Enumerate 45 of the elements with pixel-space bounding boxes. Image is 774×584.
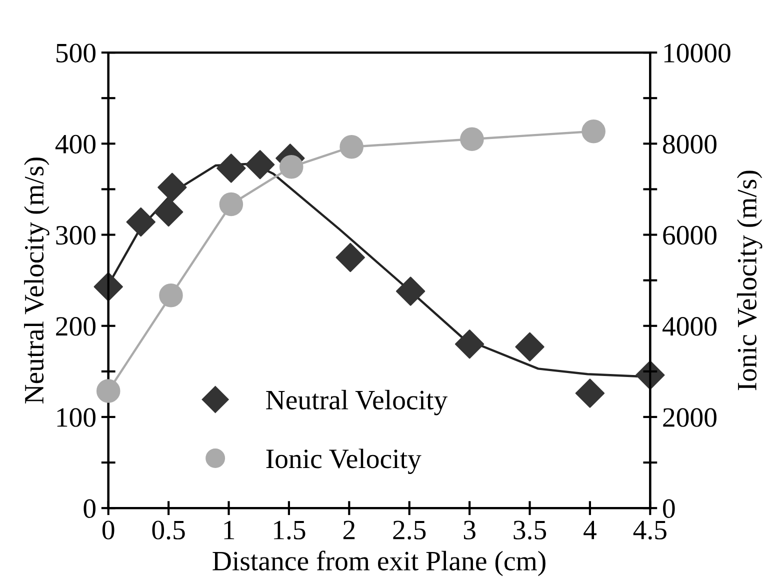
y-axis-title: Neutral Velocity (m/s)	[24, 158, 50, 404]
x-tick-label: 0	[102, 520, 114, 540]
point	[94, 272, 123, 302]
point	[158, 172, 187, 202]
point	[279, 155, 304, 179]
x-tick-label: 1.5	[274, 520, 306, 540]
point	[460, 127, 484, 151]
x-tick-label: 3.5	[514, 520, 546, 540]
y-tick-label: 200	[56, 317, 96, 336]
point	[154, 197, 184, 227]
x-tick-label: 0.5	[152, 520, 185, 540]
y2-tick-label: 10000	[664, 44, 730, 62]
point	[96, 379, 120, 403]
x-tick-label: 1	[224, 520, 234, 540]
y-tick-label: 100	[57, 408, 96, 427]
y-tick-label: 500	[56, 44, 96, 62]
point	[340, 134, 364, 159]
x-tick-label: 3	[464, 520, 476, 540]
legend-label: Neutral Velocity	[266, 390, 448, 416]
y-tick-label: 400	[55, 134, 96, 154]
legend-label: Ionic Velocity	[266, 448, 422, 474]
point	[219, 192, 244, 216]
y2-tick-label: 2000	[663, 408, 716, 427]
x-tick-label: 4	[584, 520, 596, 540]
x-tick-label: 2.5	[393, 520, 426, 540]
y2-tick-label: 8000	[663, 134, 716, 154]
x-tick-label: 4.5	[633, 520, 666, 540]
y2-tick-label: 4000	[662, 317, 716, 336]
point	[336, 242, 365, 272]
point	[216, 154, 246, 183]
y2-tick-label: 6000	[663, 226, 716, 245]
y2-axis-title: Ionic Velocity (m/s)	[736, 170, 762, 390]
point	[515, 332, 544, 362]
x-tick-label: 2	[343, 520, 355, 540]
point	[245, 150, 275, 180]
point	[575, 378, 605, 408]
x-axis-title: Distance from exit Plane (cm)	[212, 550, 546, 576]
point	[582, 119, 606, 144]
point	[159, 283, 183, 308]
y-tick-label: 0	[84, 499, 96, 518]
y2-tick-label: 0	[663, 499, 675, 518]
point	[396, 276, 426, 306]
point	[126, 207, 156, 237]
y-tick-label: 300	[56, 226, 96, 245]
point	[454, 330, 484, 359]
